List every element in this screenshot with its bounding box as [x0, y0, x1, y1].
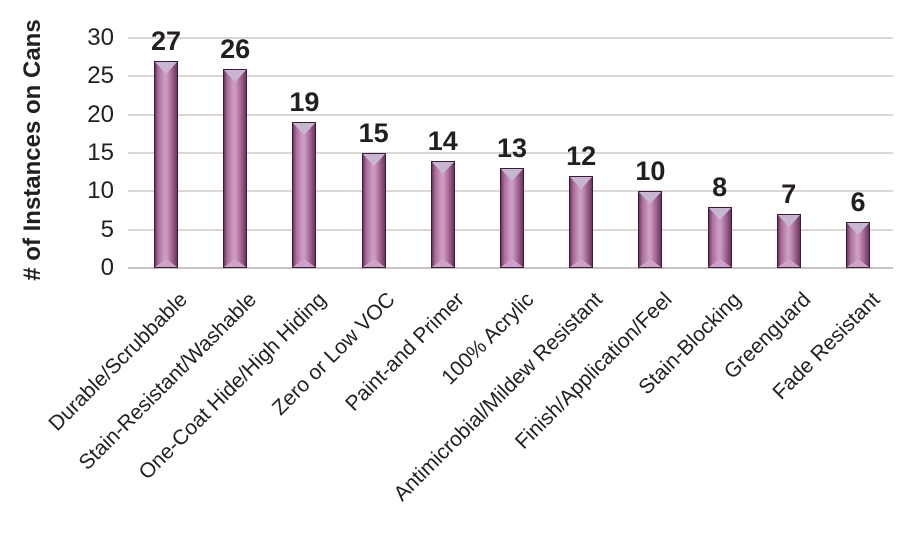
bar-bevel-top: [293, 123, 316, 136]
bar-bevel-top: [777, 215, 800, 228]
bar-bevel-top: [224, 69, 247, 82]
bar-bevel-bottom: [431, 258, 454, 267]
bar-bevel-bottom: [224, 258, 247, 267]
bar-bevel-top: [155, 62, 177, 74]
gridline: [128, 37, 893, 39]
bar-value-label: 13: [496, 133, 528, 164]
bar-bevel-bottom: [293, 258, 316, 267]
bar-bevel-bottom: [708, 258, 731, 267]
bar-value-label: 26: [220, 33, 251, 64]
bar: [569, 176, 594, 268]
bar-value-label: 19: [289, 87, 320, 118]
bar: [707, 206, 732, 268]
y-tick-label: 10: [87, 177, 114, 205]
bar-value-label: 7: [781, 179, 797, 210]
bar-bevel-top: [708, 207, 731, 220]
bar: [846, 222, 870, 268]
bar-bevel-bottom: [155, 259, 177, 267]
y-tick-label: 20: [87, 100, 114, 128]
y-tick-label: 5: [100, 215, 114, 243]
gridline: [128, 152, 893, 154]
bar: [223, 68, 248, 268]
bar-value-label: 6: [850, 187, 866, 217]
bar: [292, 122, 317, 268]
x-category-label: Zero or Low VOC: [268, 288, 400, 420]
bar-value-label: 10: [635, 156, 666, 187]
bar-bevel-bottom: [570, 259, 593, 267]
y-tick-label: 0: [100, 254, 114, 281]
bar: [361, 153, 386, 268]
bar-bevel-top: [431, 161, 454, 174]
bar: [430, 160, 455, 268]
bar-bevel-top: [639, 192, 662, 205]
bar-bevel-bottom: [847, 259, 869, 267]
y-tick-label: 15: [87, 139, 114, 166]
y-tick-label: 25: [87, 62, 114, 90]
bar: [154, 61, 178, 268]
gridline: [128, 113, 893, 116]
bar: [776, 214, 801, 268]
bar-value-label: 14: [427, 125, 458, 156]
bar-bevel-top: [847, 223, 869, 235]
bar-value-label: 8: [712, 171, 728, 202]
bar: [500, 168, 524, 268]
bar-value-label: 15: [358, 118, 389, 148]
y-tick-label: 30: [87, 24, 114, 51]
bar-bevel-top: [362, 154, 385, 166]
bar: [638, 191, 663, 268]
bar-value-label: 27: [150, 26, 182, 56]
bar-bevel-bottom: [639, 258, 662, 267]
bar-bevel-top: [501, 169, 523, 182]
bar-bevel-bottom: [362, 259, 385, 267]
gridline: [128, 75, 893, 78]
gridline: [128, 267, 893, 269]
bar-bevel-bottom: [501, 258, 523, 267]
bar-value-label: 12: [566, 141, 597, 171]
x-category-label: Paint-and Primer: [341, 288, 470, 416]
bar-bevel-bottom: [777, 258, 800, 267]
bar-bevel-top: [570, 177, 593, 189]
